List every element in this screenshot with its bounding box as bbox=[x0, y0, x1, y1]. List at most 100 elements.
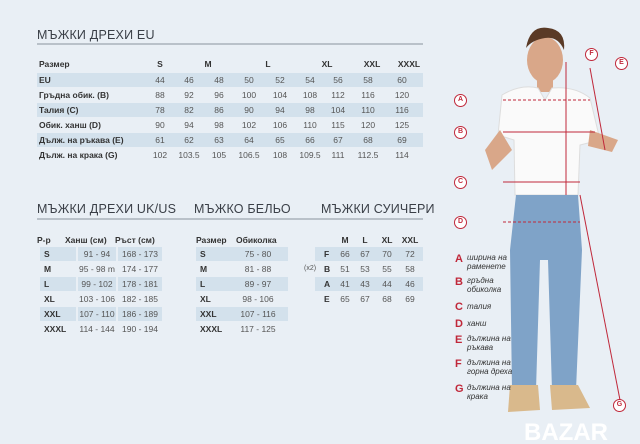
legend-letter: G bbox=[455, 383, 464, 395]
ukus-header: Ханш (см) bbox=[65, 235, 107, 245]
watermark-logo: BAZAR bbox=[524, 419, 608, 444]
sweatshirts-cell: 46 bbox=[405, 279, 415, 289]
ukus-header: Ръст (см) bbox=[115, 235, 155, 245]
eu-cell: 44 bbox=[155, 75, 165, 85]
underwear-size: S bbox=[200, 249, 206, 259]
eu-row-label: Обик. ханш (D) bbox=[39, 120, 101, 130]
ukus-height: 174 - 177 bbox=[122, 264, 158, 274]
underwear-header: Размер bbox=[196, 235, 227, 245]
ukus-hip: 107 - 110 bbox=[79, 309, 115, 319]
ukus-height: 178 - 181 bbox=[122, 279, 158, 289]
row-band bbox=[118, 247, 162, 261]
eu-cell: 116 bbox=[395, 105, 409, 115]
eu-cell: 112.5 bbox=[357, 150, 379, 160]
row-band bbox=[315, 277, 423, 291]
eu-size-header: XL bbox=[321, 59, 333, 69]
eu-cell: 94 bbox=[275, 105, 285, 115]
marker-g: G bbox=[613, 399, 626, 412]
underwear-size: XL bbox=[200, 294, 211, 304]
eu-cell: 98 bbox=[214, 120, 224, 130]
underwear-size: L bbox=[200, 279, 206, 289]
sweatshirts-cell: 44 bbox=[382, 279, 392, 289]
row-band bbox=[196, 247, 288, 261]
row-band bbox=[37, 103, 423, 117]
eu-cell: 63 bbox=[214, 135, 224, 145]
legend-text: ханш bbox=[467, 319, 487, 328]
eu-cell: 54 bbox=[305, 75, 315, 85]
sweatshirts-cell: 43 bbox=[360, 279, 370, 289]
eu-cell: 104 bbox=[330, 105, 346, 115]
eu-cell: 111 bbox=[331, 150, 345, 160]
legend-letter: C bbox=[455, 301, 463, 313]
ukus-hip: 99 - 102 bbox=[81, 279, 113, 289]
row-band bbox=[40, 247, 76, 261]
eu-cell: 67 bbox=[333, 135, 343, 145]
eu-cell: 78 bbox=[155, 105, 165, 115]
eu-size-header: XXXL bbox=[397, 59, 421, 69]
sweatshirts-cell: 70 bbox=[382, 249, 392, 259]
eu-cell: 108 bbox=[302, 90, 318, 100]
row-band bbox=[40, 307, 76, 321]
legend-letter: B bbox=[455, 276, 463, 288]
eu-cell: 98 bbox=[305, 105, 315, 115]
eu-cell: 62 bbox=[184, 135, 194, 145]
eu-cell: 105 bbox=[211, 150, 227, 160]
eu-cell: 56 bbox=[333, 75, 343, 85]
underwear-size: XXL bbox=[200, 309, 217, 319]
eu-cell: 90 bbox=[155, 120, 165, 130]
eu-row-label: Талия (C) bbox=[39, 105, 79, 115]
ukus-size: L bbox=[44, 279, 50, 289]
eu-cell: 120 bbox=[360, 120, 376, 130]
eu-cell: 109.5 bbox=[299, 150, 321, 160]
ukus-hip: 103 - 106 bbox=[79, 294, 115, 304]
row-band bbox=[40, 277, 76, 291]
sweatshirts-cell: 58 bbox=[405, 264, 415, 274]
row-band bbox=[118, 277, 162, 291]
sweatshirts-cell: 51 bbox=[340, 264, 350, 274]
divider bbox=[37, 43, 423, 45]
underwear-circumference: 75 - 80 bbox=[244, 249, 272, 259]
eu-cell: 90 bbox=[244, 105, 254, 115]
eu-cell: 64 bbox=[244, 135, 254, 145]
legend-text: талия bbox=[467, 302, 492, 311]
underwear-circumference: 117 - 125 bbox=[240, 324, 276, 334]
row-band bbox=[78, 277, 116, 291]
divider bbox=[37, 218, 423, 220]
eu-row-label: Дълж. на крака (G) bbox=[39, 150, 118, 160]
ukus-height: 190 - 194 bbox=[122, 324, 158, 334]
eu-size-header: S bbox=[157, 59, 163, 69]
sweatshirts-row-label: E bbox=[324, 294, 330, 304]
eu-cell: 106 bbox=[272, 120, 288, 130]
legend-text: ширина на раменете bbox=[467, 253, 507, 271]
marker-e: E bbox=[615, 57, 628, 70]
ukus-hip: 114 - 144 bbox=[79, 324, 115, 334]
ukus-size: XL bbox=[44, 294, 55, 304]
eu-cell: 96 bbox=[214, 90, 224, 100]
sweatshirts-header: XL bbox=[381, 235, 393, 245]
eu-cell: 100 bbox=[241, 90, 257, 100]
eu-cell: 120 bbox=[394, 90, 410, 100]
ukus-size: M bbox=[44, 264, 52, 274]
eu-header-label: Размер bbox=[39, 59, 70, 69]
eu-size-header: M bbox=[204, 59, 212, 69]
eu-cell: 69 bbox=[397, 135, 407, 145]
sweatshirts-cell: 66 bbox=[340, 249, 350, 259]
ukus-height: 186 - 189 bbox=[122, 309, 158, 319]
row-band bbox=[315, 247, 423, 261]
eu-cell: 104 bbox=[272, 90, 288, 100]
marker-d: D bbox=[454, 216, 467, 229]
ukus-height: 168 - 173 bbox=[122, 249, 158, 259]
legend-text: дължина на ръкава bbox=[467, 334, 511, 352]
sweatshirts-header: XXL bbox=[401, 235, 419, 245]
legend-letter: F bbox=[455, 358, 462, 370]
sweatshirts-cell: 53 bbox=[360, 264, 370, 274]
ukus-hip: 91 - 94 bbox=[83, 249, 111, 259]
row-band bbox=[78, 247, 116, 261]
sweatshirts-header: L bbox=[362, 235, 368, 245]
eu-cell: 92 bbox=[184, 90, 194, 100]
eu-cell: 86 bbox=[214, 105, 224, 115]
eu-cell: 108 bbox=[272, 150, 288, 160]
